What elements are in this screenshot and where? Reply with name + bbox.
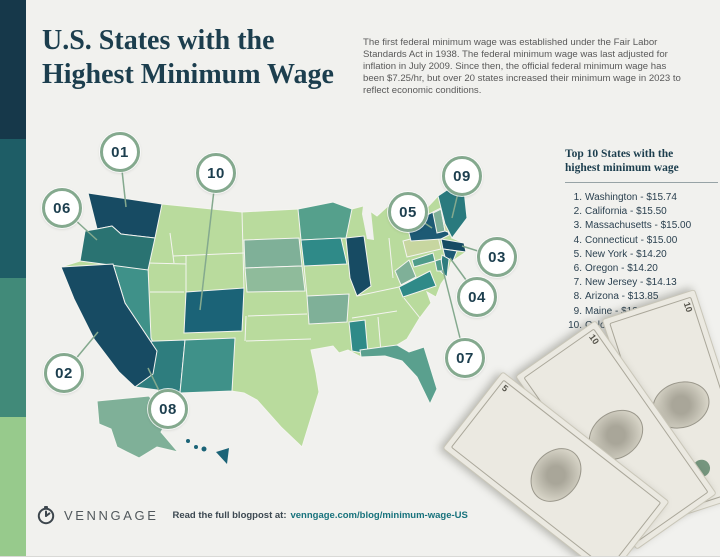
title-line-2: Highest Minimum Wage — [42, 59, 334, 90]
intro-paragraph: The first federal minimum wage was estab… — [363, 36, 681, 96]
marker-03-massachusetts: 03 — [477, 237, 517, 277]
state-oregon — [79, 225, 156, 271]
color-bar-segment-sea-green — [0, 278, 26, 417]
list-item: 7. New Jersey - $14.13 — [565, 276, 718, 290]
marker-08-arizona: 08 — [148, 389, 188, 429]
state-delaware — [434, 258, 444, 272]
state-illinois — [345, 235, 372, 297]
marker-label: 03 — [488, 248, 506, 266]
marker-label: 10 — [207, 164, 225, 182]
highlighted-states — [60, 185, 468, 459]
state-minnesota — [297, 201, 353, 241]
color-bar-segment-light-green — [0, 417, 26, 556]
footer: VENNGAGE Read the full blogpost at: venn… — [36, 505, 468, 525]
list-item: 8. Arizona - $13.85 — [565, 290, 718, 304]
footer-read-text: Read the full blogpost at: — [172, 509, 287, 521]
rank: 8. — [573, 291, 582, 303]
marker-label: 02 — [55, 364, 73, 382]
state-south-dakota — [243, 237, 303, 269]
rank: 3. — [573, 220, 582, 232]
list-item: 3. Massachusetts - $15.00 — [565, 219, 718, 233]
marker-09-maine: 09 — [442, 156, 482, 196]
marker-label: 06 — [53, 199, 71, 217]
list-item: 9. Maine - $13.80 — [565, 305, 718, 319]
state-iowa — [300, 237, 348, 267]
color-bar-segment-dark-navy — [0, 0, 26, 139]
color-bar-segment-teal — [0, 139, 26, 278]
rank: 9. — [573, 305, 582, 317]
list-item: 4. Connecticut - $15.00 — [565, 234, 718, 248]
marker-label: 04 — [468, 288, 486, 306]
state-nebraska — [244, 265, 306, 293]
venngage-logo-icon — [37, 506, 55, 525]
marker-label: 01 — [111, 143, 129, 161]
marker-06-oregon: 06 — [42, 188, 82, 228]
rank: 1. — [573, 192, 582, 203]
state-wage: Massachusetts - $15.00 — [585, 220, 692, 232]
marker-02-california: 02 — [44, 353, 84, 393]
state-wage: California - $15.50 — [585, 206, 667, 218]
marker-04-connecticut: 04 — [457, 277, 497, 317]
marker-10-colorado: 10 — [196, 153, 236, 193]
state-wage: Oregon - $14.20 — [585, 263, 658, 275]
rank: 4. — [573, 234, 582, 246]
state-massachusetts — [440, 238, 467, 253]
marker-label: 05 — [399, 203, 417, 221]
list-item: 2. California - $15.50 — [565, 205, 718, 219]
top10-heading-line1: Top 10 States with the — [565, 148, 674, 160]
state-wage: New Jersey - $14.13 — [585, 277, 677, 289]
list-item: 5. New York - $14.20 — [565, 248, 718, 262]
marker-label: 08 — [159, 400, 177, 418]
marker-07-new-jersey: 07 — [445, 338, 485, 378]
rank: 5. — [573, 248, 582, 260]
top10-divider — [565, 182, 718, 183]
title-line-1: U.S. States with the — [42, 25, 275, 56]
state-virginia — [398, 270, 437, 298]
rank: 2. — [573, 206, 582, 218]
state-colorado — [183, 287, 245, 334]
lake-michigan — [362, 206, 374, 240]
state-new-mexico — [179, 337, 236, 394]
left-color-bar — [0, 0, 26, 556]
state-wage: Maine - $13.80 — [585, 305, 652, 317]
list-item: 6. Oregon - $14.20 — [565, 262, 718, 276]
marker-01-washington: 01 — [100, 132, 140, 172]
page-title: U.S. States with the Highest Minimum Wag… — [42, 24, 334, 92]
money-photo: 10 10 10 10 5 5 — [442, 289, 720, 556]
rank: 7. — [573, 277, 582, 289]
state-california — [60, 263, 158, 388]
rank: 6. — [573, 263, 582, 275]
state-arkansas — [306, 293, 350, 325]
marker-05-new-york: 05 — [388, 192, 428, 232]
state-florida — [359, 344, 438, 406]
marker-label: 09 — [453, 167, 471, 185]
blogpost-link[interactable]: venngage.com/blog/minimum-wage-US — [290, 509, 468, 521]
state-wage: New York - $14.20 — [585, 248, 667, 260]
top10-heading-line2: highest minimum wage — [565, 162, 679, 174]
state-wage: Arizona - $13.85 — [585, 291, 659, 303]
rank: 10. — [568, 319, 582, 331]
marker-label: 07 — [456, 349, 474, 367]
state-west-virginia — [394, 259, 417, 286]
state-hawaii — [186, 439, 229, 464]
state-borders — [147, 211, 421, 353]
top10-heading: Top 10 States with the highest minimum w… — [565, 147, 718, 175]
brand-name: VENNGAGE — [64, 507, 159, 523]
list-item: 1. Washington - $15.74 — [565, 191, 718, 205]
state-wage: Washington - $15.74 — [585, 192, 677, 203]
state-wage: Connecticut - $15.00 — [585, 234, 678, 246]
